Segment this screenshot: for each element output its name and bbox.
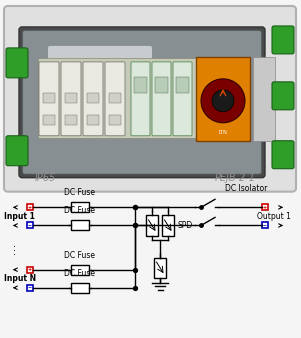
Bar [109, 93, 121, 103]
FancyBboxPatch shape [4, 6, 296, 192]
Bar [134, 77, 147, 93]
Text: Input 1: Input 1 [4, 212, 35, 221]
FancyBboxPatch shape [272, 82, 294, 110]
Bar [27, 285, 33, 291]
FancyBboxPatch shape [23, 31, 261, 174]
Bar [65, 93, 77, 103]
Bar [38, 58, 220, 138]
Text: PEJB-2-1: PEJB-2-1 [215, 173, 256, 183]
FancyBboxPatch shape [48, 46, 152, 115]
Bar [154, 258, 166, 278]
Bar [65, 115, 77, 125]
Bar [71, 265, 89, 275]
Text: Output 1: Output 1 [257, 212, 291, 221]
FancyBboxPatch shape [152, 62, 171, 136]
Bar [162, 215, 174, 236]
Text: Input N: Input N [4, 274, 36, 283]
Bar [87, 115, 99, 125]
FancyBboxPatch shape [6, 136, 28, 166]
Bar [253, 57, 275, 141]
Text: LTN: LTN [219, 130, 228, 135]
Bar [196, 57, 250, 141]
Text: IP65: IP65 [35, 173, 56, 183]
FancyBboxPatch shape [61, 62, 81, 136]
Bar [262, 222, 268, 228]
Text: SPD: SPD [178, 221, 193, 230]
FancyBboxPatch shape [272, 141, 294, 169]
Text: DC Fuse: DC Fuse [64, 269, 95, 278]
FancyBboxPatch shape [19, 27, 265, 178]
Text: .: . [13, 243, 15, 252]
FancyBboxPatch shape [131, 62, 150, 136]
Circle shape [201, 79, 245, 123]
Bar [176, 77, 189, 93]
FancyBboxPatch shape [83, 62, 103, 136]
Text: +: + [263, 205, 267, 210]
Bar [71, 202, 89, 212]
Bar [71, 283, 89, 293]
Text: DC Fuse: DC Fuse [64, 207, 95, 215]
Bar [109, 115, 121, 125]
Text: DC Fuse: DC Fuse [64, 250, 95, 260]
Text: DC Isolator: DC Isolator [225, 184, 267, 193]
Bar [43, 115, 55, 125]
FancyBboxPatch shape [39, 62, 59, 136]
Bar [27, 267, 33, 273]
FancyBboxPatch shape [6, 48, 28, 78]
Bar [27, 204, 33, 210]
Text: DC Fuse: DC Fuse [64, 188, 95, 197]
Text: .: . [13, 247, 15, 257]
Text: −: − [28, 285, 32, 290]
Text: −: − [28, 223, 32, 228]
FancyBboxPatch shape [272, 26, 294, 54]
Bar [27, 222, 33, 228]
Bar [155, 77, 168, 93]
Bar [87, 93, 99, 103]
Bar [71, 220, 89, 231]
Circle shape [212, 90, 234, 112]
FancyBboxPatch shape [105, 62, 125, 136]
Text: −: − [263, 223, 267, 228]
Text: +: + [28, 205, 32, 210]
Bar [43, 93, 55, 103]
Bar [146, 215, 158, 236]
Bar [262, 204, 268, 210]
Text: .: . [13, 239, 15, 248]
FancyBboxPatch shape [173, 62, 192, 136]
Text: +: + [28, 267, 32, 272]
